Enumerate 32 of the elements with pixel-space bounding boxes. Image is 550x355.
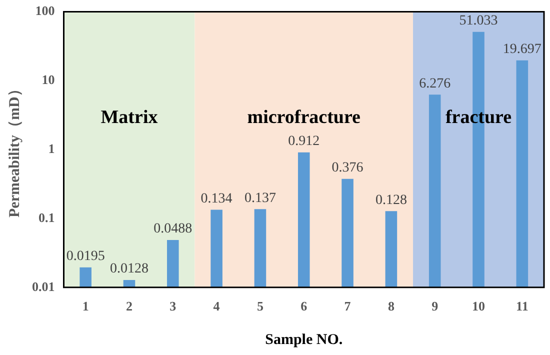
x-tick-label: 11 <box>516 298 528 314</box>
data-label: 0.0195 <box>66 249 105 264</box>
x-tick-label: 10 <box>472 298 486 314</box>
band-label: fracture <box>445 106 512 128</box>
data-label: 0.134 <box>200 191 232 206</box>
data-label: 0.0128 <box>110 262 148 277</box>
data-label: 0.128 <box>375 192 407 208</box>
y-tick-label: 0.01 <box>32 278 55 294</box>
y-tick-label: 100 <box>35 3 55 18</box>
y-tick-label: 0.1 <box>38 210 55 225</box>
x-tick-label: 7 <box>344 298 352 314</box>
data-label: 51.033 <box>459 14 498 29</box>
data-label: 0.137 <box>244 190 276 206</box>
x-tick-label: 4 <box>213 298 220 314</box>
y-tick-label: 1 <box>48 140 55 156</box>
data-label: 0.0488 <box>154 222 192 237</box>
y-axis-title: Permeability（mD） <box>6 82 23 218</box>
data-label: 6.276 <box>419 76 451 92</box>
x-tick-label: 8 <box>388 298 395 314</box>
x-tick-label: 6 <box>300 298 308 314</box>
x-tick-label: 3 <box>170 298 177 314</box>
x-tick-label: 2 <box>126 298 132 314</box>
data-label: 0.912 <box>288 134 320 150</box>
band-label: microfracture <box>247 106 360 128</box>
x-tick-label: 9 <box>432 298 439 314</box>
data-label: 0.376 <box>332 160 364 176</box>
x-tick-label: 5 <box>256 298 264 314</box>
x-axis-title: Sample NO. <box>265 332 343 348</box>
x-tick-label: 1 <box>82 298 89 314</box>
band-label: Matrix <box>100 106 158 128</box>
y-tick-label: 10 <box>42 72 55 88</box>
data-label: 19.697 <box>502 42 542 58</box>
